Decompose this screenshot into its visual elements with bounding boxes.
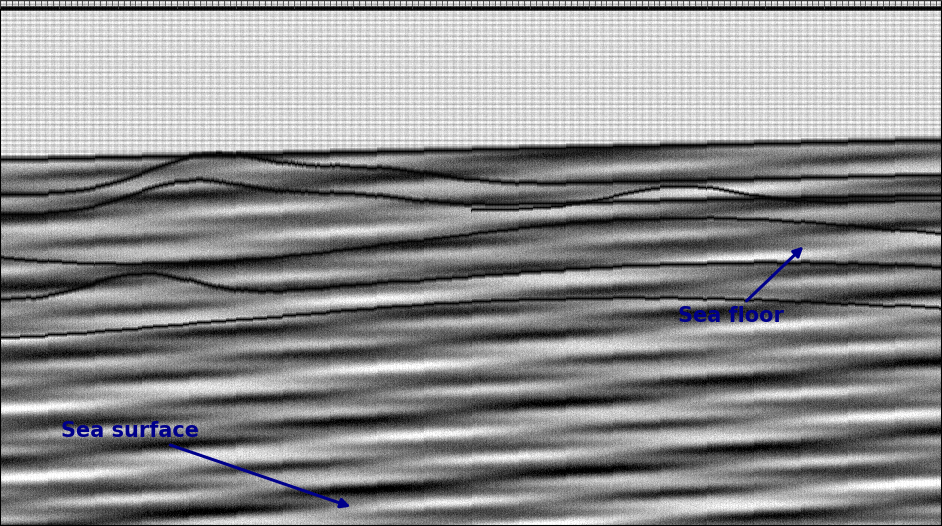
Text: Sea floor: Sea floor [678,249,801,326]
Text: Sea surface: Sea surface [61,421,348,507]
